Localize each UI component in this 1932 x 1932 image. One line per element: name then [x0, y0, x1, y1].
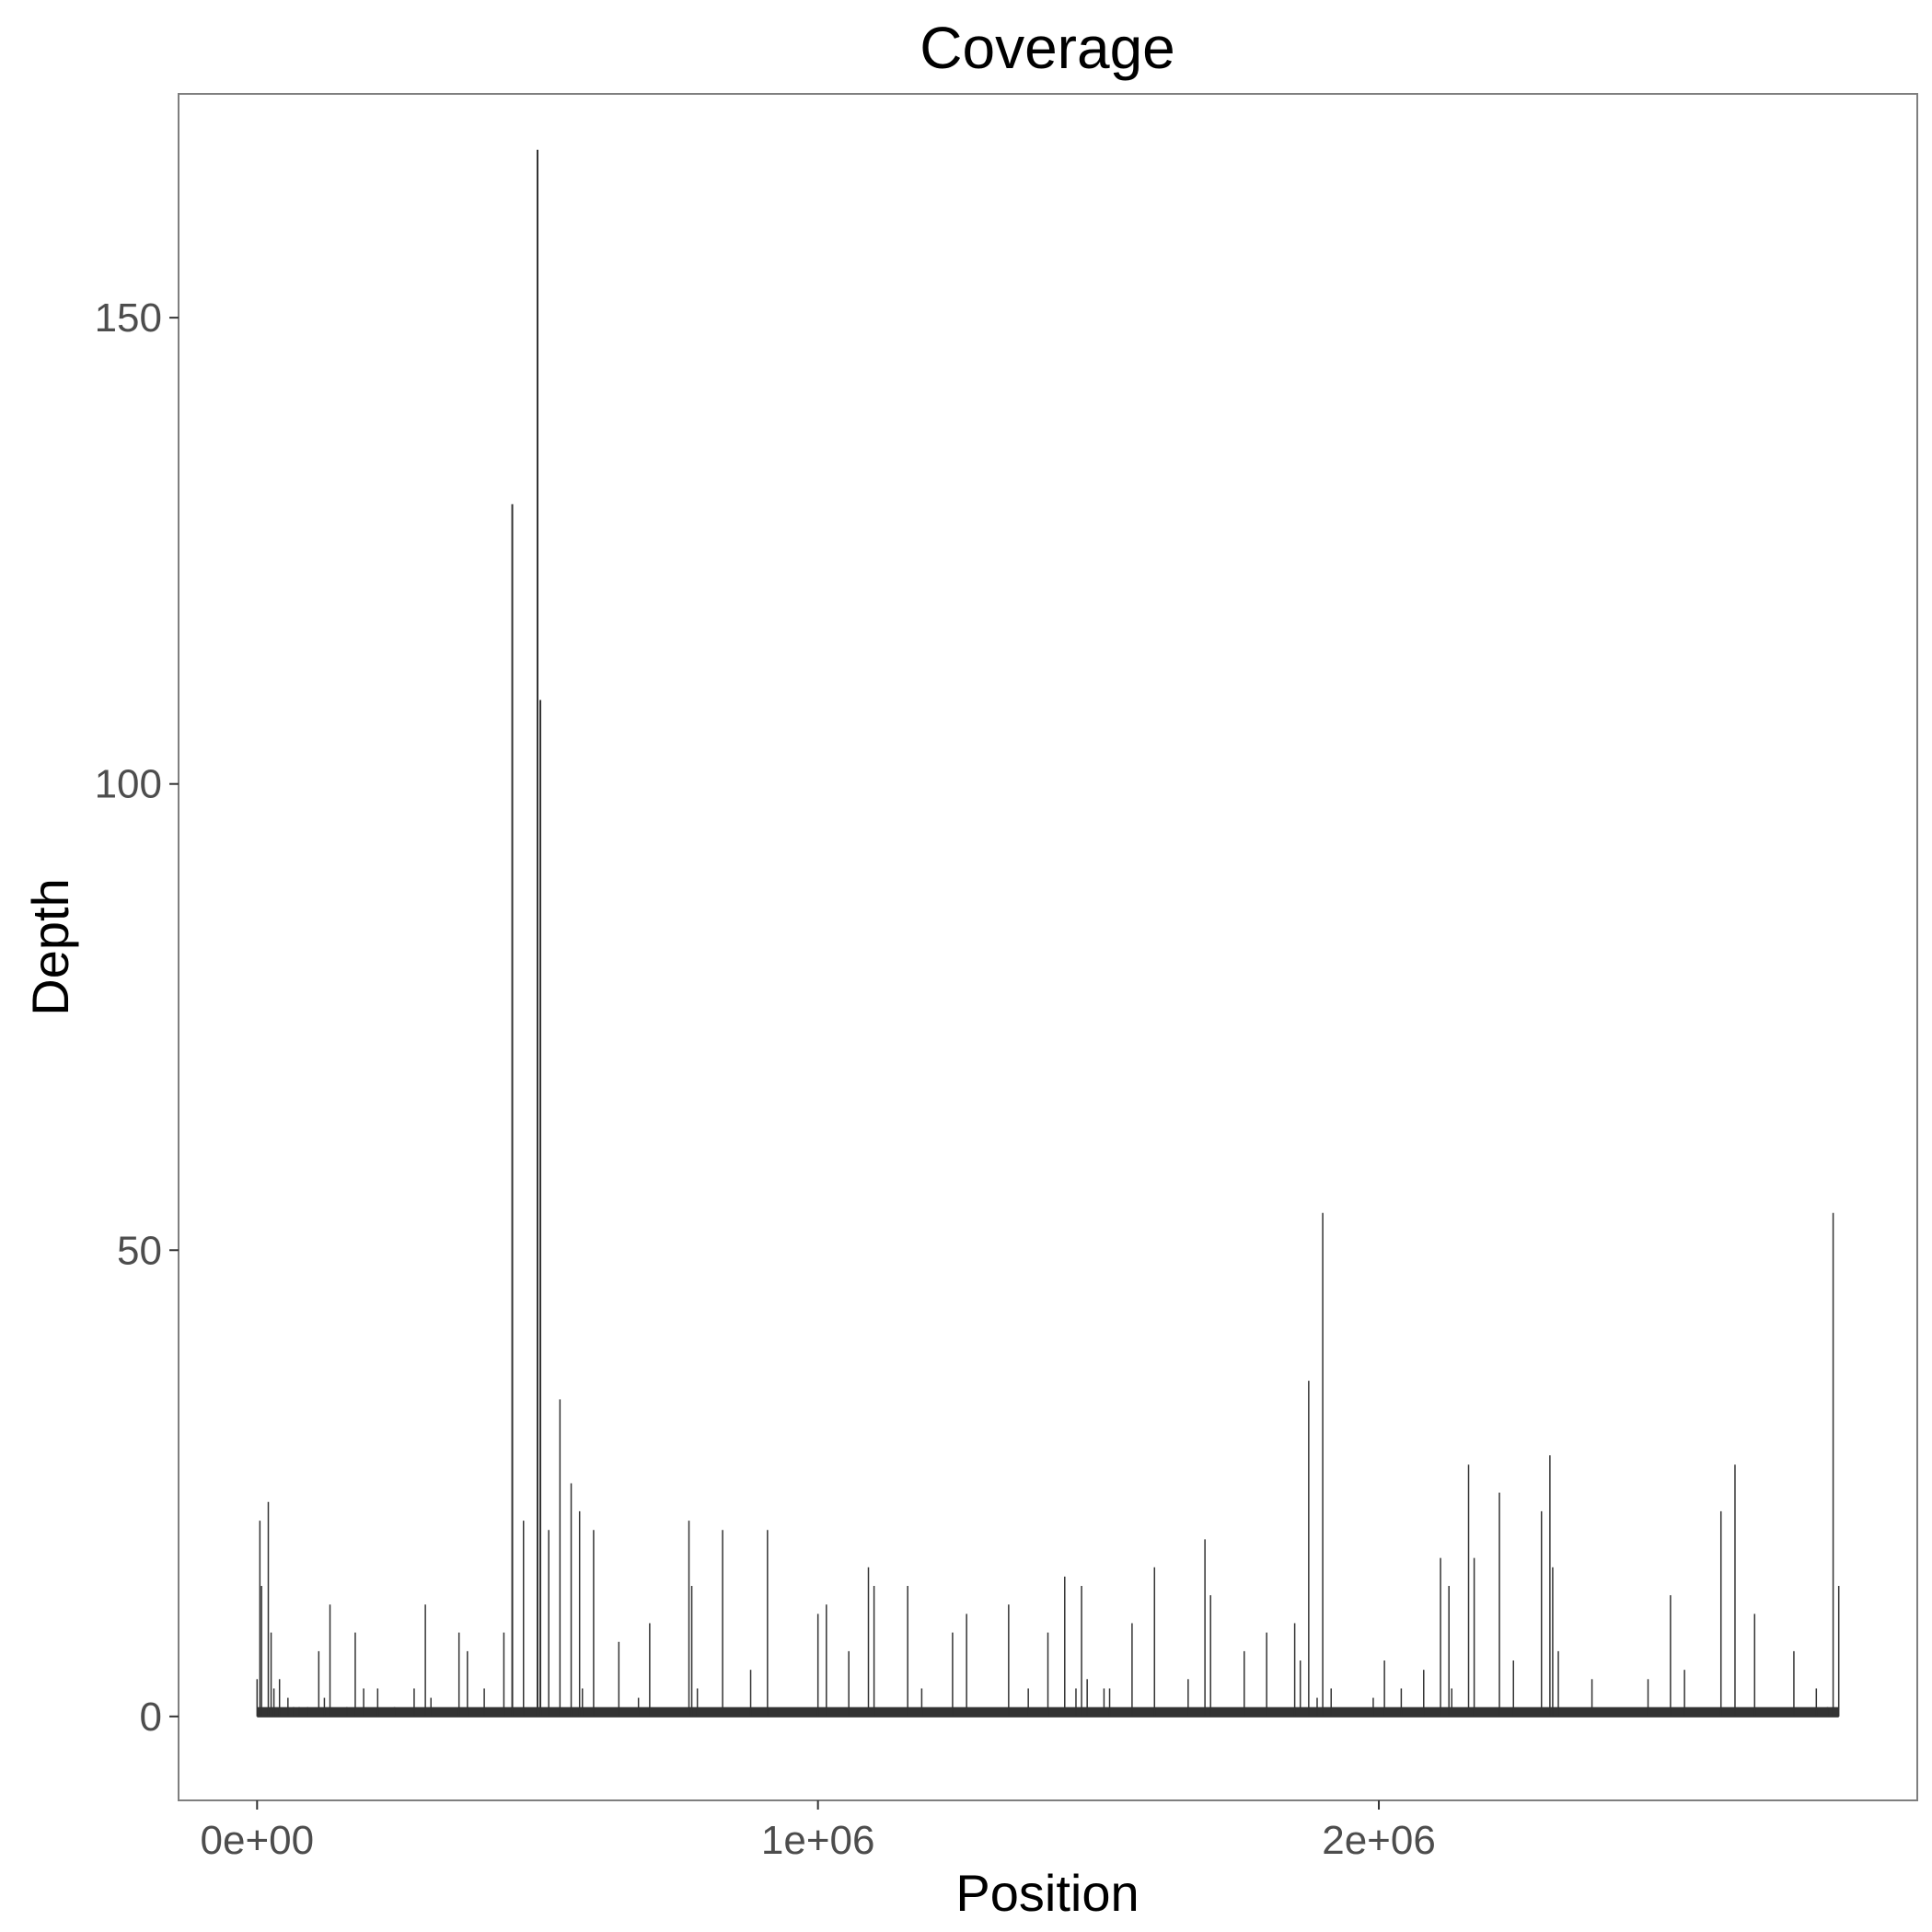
x-tick-label: 2e+06: [1322, 1818, 1436, 1863]
x-tick-label: 0e+00: [201, 1818, 315, 1863]
y-tick-label: 100: [95, 762, 162, 807]
chart-title: Coverage: [920, 15, 1175, 81]
y-tick-label: 150: [95, 295, 162, 341]
x-tick-label: 1e+06: [761, 1818, 875, 1863]
y-axis-ticks: 0 50 100 150: [95, 295, 179, 1740]
x-axis-title: Position: [955, 1864, 1139, 1922]
y-axis-title: Depth: [21, 878, 79, 1015]
series-layer: [256, 149, 1840, 1718]
y-tick-label: 50: [117, 1228, 162, 1273]
panel-border: [178, 93, 1918, 1801]
y-tick-label: 0: [140, 1695, 162, 1740]
x-axis-ticks: 0e+00 1e+06 2e+06: [201, 1800, 1436, 1863]
